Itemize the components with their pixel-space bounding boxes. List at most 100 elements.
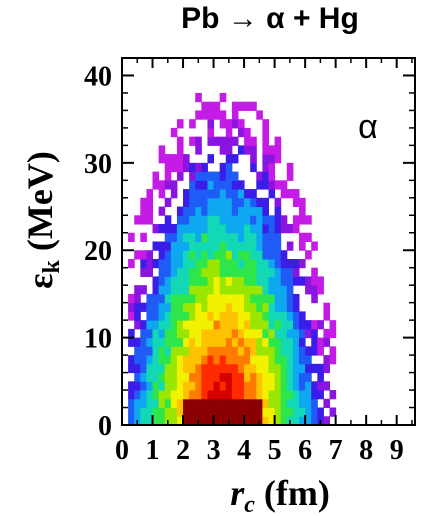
heatmap-cell [183, 197, 190, 208]
heatmap-cell [231, 416, 239, 426]
heatmap-cell [299, 241, 306, 251]
heatmap-cell [189, 407, 196, 417]
heatmap-cell [244, 197, 251, 208]
heatmap-cell [274, 250, 282, 260]
heatmap-cell [183, 320, 190, 330]
heatmap-cell [268, 302, 276, 312]
heatmap-cell [176, 171, 184, 181]
heatmap-cell [170, 162, 178, 173]
heatmap-cell [244, 381, 251, 391]
heatmap-cell [250, 232, 257, 242]
heatmap-cell [213, 189, 221, 199]
heatmap-cell [189, 372, 196, 382]
heatmap-cell [225, 285, 233, 295]
heatmap-cell [219, 92, 227, 103]
heatmap-cell [213, 328, 221, 339]
x-tick-label: 4 [237, 435, 251, 466]
heatmap-cell [256, 241, 263, 251]
heatmap-cell [231, 258, 239, 269]
heatmap-cell [262, 250, 269, 260]
heatmap-cell [237, 180, 245, 190]
heatmap-cell [140, 250, 147, 260]
heatmap-cell [244, 136, 251, 146]
heatmap-cell [305, 398, 312, 409]
heatmap-cell [244, 302, 251, 312]
heatmap-cell [250, 363, 257, 374]
y-tick-label: 30 [84, 149, 112, 180]
heatmap-cell [305, 250, 312, 260]
heatmap-cell [292, 372, 300, 382]
heatmap-cell [152, 171, 160, 181]
heatmap-cell [231, 241, 239, 251]
heatmap-cell [280, 215, 288, 225]
heatmap-cell [183, 154, 190, 164]
heatmap-cell [152, 302, 160, 312]
heatmap-cell [176, 145, 184, 155]
heatmap-cell [237, 285, 245, 295]
x-tick-label: 9 [390, 435, 404, 466]
heatmap-cell [311, 407, 318, 417]
heatmap-cell [262, 154, 269, 164]
heatmap-cell [231, 101, 239, 111]
heatmap-cell [262, 381, 269, 391]
heatmap-cell [201, 398, 208, 409]
heatmap-cell [213, 285, 221, 295]
heatmap-cell [158, 320, 166, 330]
heatmap-cell [305, 328, 312, 339]
heatmap-cell [183, 276, 190, 286]
heatmap-cell [201, 276, 208, 286]
heatmap-cell [262, 276, 269, 286]
heatmap-cell [207, 189, 215, 199]
heatmap-cell [237, 189, 245, 199]
heatmap-cell [292, 416, 300, 426]
heatmap-cell [189, 293, 196, 304]
heatmap-cell [152, 381, 160, 391]
heatmap-cell [140, 337, 147, 347]
heatmap-cell [256, 398, 263, 409]
heatmap-cell [274, 232, 282, 242]
heatmap-cell [158, 250, 166, 260]
heatmap-cell [274, 390, 282, 400]
heatmap-cell [268, 320, 276, 330]
heatmap-cell [311, 390, 318, 400]
heatmap-cell [280, 372, 288, 382]
heatmap-cell [176, 390, 184, 400]
heatmap-cell [158, 363, 166, 374]
heatmap-cell [268, 154, 276, 164]
heatmap-cell [146, 302, 154, 312]
heatmap-cell [274, 398, 282, 409]
heatmap-cell [280, 276, 288, 286]
heatmap-cell [195, 276, 202, 286]
heatmap-cell [201, 363, 208, 374]
heatmap-cell [164, 258, 172, 269]
heatmap-cell [274, 416, 282, 426]
x-tick-label: 6 [298, 435, 312, 466]
heatmap-cell [213, 258, 221, 269]
heatmap-cell [195, 136, 202, 146]
heatmap-cell [189, 189, 196, 199]
heatmap-cell [134, 390, 141, 400]
heatmap-cell [213, 302, 221, 312]
heatmap-cell [268, 267, 276, 277]
heatmap-cell [152, 285, 160, 295]
heatmap-cell [268, 232, 276, 242]
heatmap-cell [189, 285, 196, 295]
heatmap-cell [244, 232, 251, 242]
heatmap-cell [256, 267, 263, 277]
heatmap-cell [219, 232, 227, 242]
heatmap-cell [207, 232, 215, 242]
heatmap-cell [201, 407, 208, 417]
heatmap-cell [164, 390, 172, 400]
heatmap-cell [146, 320, 154, 330]
heatmap-cell [213, 293, 221, 304]
heatmap-cell [195, 224, 202, 234]
heatmap-cell [244, 258, 251, 269]
heatmap-cell [256, 407, 263, 417]
heatmap-cell [231, 197, 239, 208]
heatmap-cell [262, 311, 269, 321]
heatmap-cell [274, 285, 282, 295]
heatmap-cell [225, 189, 233, 199]
heatmap-cell [195, 363, 202, 374]
heatmap-cell [201, 258, 208, 269]
